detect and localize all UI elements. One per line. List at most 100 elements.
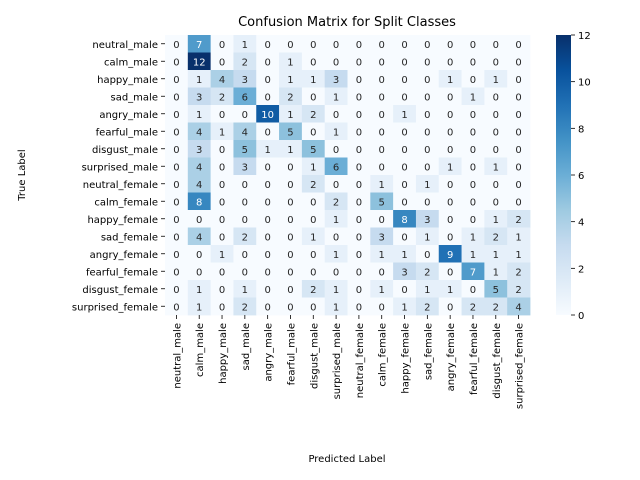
- heatmap-cell: [187, 280, 212, 298]
- heatmap-cell: [301, 297, 326, 316]
- heatmap-cell: [438, 122, 462, 141]
- heatmap-cell: [370, 157, 394, 176]
- cell-value: 0: [356, 302, 362, 313]
- cell-value: 2: [242, 57, 248, 68]
- cell-value: 1: [333, 250, 339, 261]
- cell-value: 0: [287, 40, 293, 51]
- cell-value: 0: [447, 57, 453, 68]
- heatmap-cell: [279, 280, 303, 298]
- cell-value: 2: [242, 302, 248, 313]
- heatmap-cell: [187, 297, 212, 316]
- cell-value: 0: [242, 267, 248, 278]
- heatmap-cell: [507, 280, 531, 298]
- cell-value: 0: [424, 40, 430, 51]
- heatmap-cell: [347, 105, 371, 123]
- cell-value: 1: [515, 232, 521, 243]
- y-tick-label: calm_male: [104, 57, 158, 68]
- heatmap-cell: [438, 35, 462, 53]
- heatmap-cell: [507, 262, 531, 281]
- heatmap-cell: [347, 245, 371, 263]
- heatmap-cell: [393, 35, 417, 53]
- cell-value: 0: [333, 57, 339, 68]
- heatmap-cell: [210, 227, 234, 246]
- heatmap-cell: [461, 70, 485, 88]
- cell-value: 1: [401, 250, 407, 261]
- cell-value: 0: [242, 250, 248, 261]
- cell-value: 0: [447, 232, 453, 243]
- cell-value: 0: [219, 215, 225, 226]
- cell-value: 0: [264, 75, 270, 86]
- cell-value: 0: [310, 267, 316, 278]
- heatmap-cell: [279, 122, 303, 141]
- y-tick-label: disgust_male: [92, 145, 158, 156]
- cell-value: 0: [493, 180, 499, 191]
- x-tick-label: sad_female: [423, 323, 434, 380]
- heatmap-cell: [324, 175, 348, 193]
- heatmap-cell: [165, 140, 189, 158]
- heatmap-cell: [347, 140, 371, 158]
- heatmap-cell: [461, 105, 485, 123]
- cell-value: 0: [493, 40, 499, 51]
- heatmap-cell: [347, 35, 371, 53]
- colorbar: [556, 35, 571, 315]
- cell-value: 0: [264, 302, 270, 313]
- cell-value: 1: [493, 215, 499, 226]
- heatmap-cell: [165, 210, 189, 228]
- x-tick-label: angry_male: [264, 323, 275, 382]
- cell-value: 0: [173, 57, 179, 68]
- cell-value: 0: [173, 162, 179, 173]
- heatmap-cell: [484, 262, 508, 281]
- cell-value: 0: [401, 197, 407, 208]
- x-axis-tick-labels: neutral_male calm_male happy_male sad_male a…: [172, 315, 526, 409]
- heatmap-cell: [347, 262, 371, 281]
- heatmap-cell: [279, 140, 303, 158]
- cell-value: 0: [310, 302, 316, 313]
- heatmap-cell: [324, 297, 348, 316]
- colorbar-tick-label: 0: [578, 311, 584, 322]
- cell-value: 0: [493, 92, 499, 103]
- cell-value: 4: [196, 232, 202, 243]
- cell-value: 0: [173, 75, 179, 86]
- heatmap-cell: [279, 70, 303, 88]
- cell-value: 3: [196, 92, 202, 103]
- y-tick-label: neutral_female: [83, 180, 158, 191]
- heatmap-cell: [165, 157, 189, 176]
- heatmap-cell: [461, 192, 485, 211]
- heatmap-cell: [347, 157, 371, 176]
- heatmap-cell: [233, 175, 257, 193]
- heatmap-cell: [233, 35, 257, 53]
- heatmap-cell: [507, 70, 531, 88]
- heatmap-cell: [347, 175, 371, 193]
- cell-value: 0: [424, 197, 430, 208]
- heatmap-cell: [484, 227, 508, 246]
- heatmap-cell: [233, 52, 257, 71]
- heatmap-cell: [233, 140, 257, 158]
- cell-value: 0: [493, 145, 499, 156]
- heatmap-cell: [233, 245, 257, 263]
- cell-value: 1: [287, 75, 293, 86]
- cell-value: 2: [515, 215, 521, 226]
- cell-value: 0: [401, 162, 407, 173]
- cell-value: 5: [493, 285, 499, 296]
- cell-value: 0: [173, 267, 179, 278]
- heatmap-cell: [415, 122, 440, 141]
- heatmap-cell: [187, 122, 212, 141]
- cell-value: 5: [242, 145, 248, 156]
- heatmap-cell: [187, 105, 212, 123]
- cell-value: 0: [447, 127, 453, 138]
- cell-value: 0: [264, 215, 270, 226]
- heatmap-cell: [461, 52, 485, 71]
- heatmap-cell: [507, 52, 531, 71]
- heatmap-cell: [279, 157, 303, 176]
- cell-value: 0: [401, 57, 407, 68]
- cell-value: 0: [515, 162, 521, 173]
- heatmap-cell: [415, 192, 440, 211]
- heatmap-cell: [187, 210, 212, 228]
- cell-value: 1: [333, 215, 339, 226]
- cell-value: 1: [493, 250, 499, 261]
- cell-value: 0: [219, 110, 225, 121]
- cell-value: 2: [242, 232, 248, 243]
- x-tick-label: disgust_male: [309, 323, 320, 389]
- heatmap-cell: [370, 175, 394, 193]
- heatmap-cell: [347, 192, 371, 211]
